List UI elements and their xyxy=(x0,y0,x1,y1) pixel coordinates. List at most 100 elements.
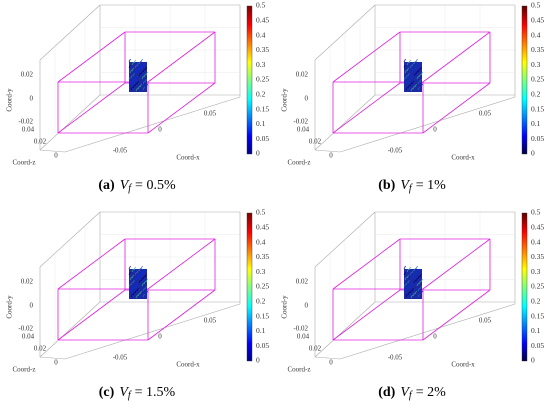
fiber xyxy=(417,86,420,91)
fiber xyxy=(139,83,142,88)
fiber xyxy=(143,73,146,78)
fiber xyxy=(130,74,133,79)
colorbar-tick-label: 0.25 xyxy=(256,75,269,84)
caption: (b) Vf = 1% xyxy=(378,178,446,194)
fiber xyxy=(143,268,146,273)
fiber xyxy=(132,84,135,89)
x-tick-label: 0.05 xyxy=(479,317,492,325)
colorbar-tick-label: 0.5 xyxy=(256,208,266,217)
z-tick-label: 0 xyxy=(329,152,333,160)
z-axis-label: Coord-z xyxy=(288,159,311,167)
caption: (d) Vf = 2% xyxy=(378,385,446,401)
colorbar-tick-label: 0.3 xyxy=(531,267,541,276)
fiber xyxy=(416,63,419,68)
fiber xyxy=(407,72,410,77)
z-tick-label: 0.02 xyxy=(34,138,47,146)
fiber xyxy=(141,270,144,275)
y-tick-label: 0.02 xyxy=(296,278,309,286)
edge xyxy=(422,31,491,83)
fiber xyxy=(130,86,133,91)
fiber xyxy=(139,290,142,295)
x-tick-label: 0 xyxy=(158,126,162,134)
panel: 0.02 0 -0.020.04 0.02 0 -0.05 0 0.05 Coord-y Coor… xyxy=(281,1,545,195)
y-axis-label: Coord-y xyxy=(6,88,14,112)
fiber xyxy=(138,60,141,65)
edge xyxy=(64,303,241,360)
colorbar-tick-label: 0.3 xyxy=(531,60,541,69)
y-tick-label: -0.02 xyxy=(18,325,33,333)
fiber xyxy=(142,68,145,73)
colorbar-tick-label: 0.3 xyxy=(256,267,266,276)
fiber xyxy=(408,284,411,289)
y-axis-label: Coord-y xyxy=(281,88,289,112)
colorbar-tick-label: 0.4 xyxy=(531,30,541,39)
colorbar-tick-label: 0.35 xyxy=(531,252,544,261)
panel: 0.02 0 -0.020.04 0.02 0 -0.05 0 0.05 Coord-y Coor… xyxy=(6,208,270,402)
edge xyxy=(147,238,216,290)
edge xyxy=(314,356,341,360)
fiber xyxy=(138,267,141,272)
fiber-cluster xyxy=(129,269,147,299)
fiber xyxy=(134,271,137,276)
colorbar-tick-label: 0.15 xyxy=(531,104,544,113)
fiber xyxy=(417,293,420,298)
colorbar-tick-label: 0.4 xyxy=(256,30,266,39)
fiber xyxy=(139,272,142,277)
fiber xyxy=(420,278,423,283)
z-tick-label: 0.02 xyxy=(309,345,322,353)
colorbar xyxy=(521,5,528,155)
edge xyxy=(147,289,216,341)
fiber xyxy=(403,58,406,63)
fiber xyxy=(411,80,414,85)
edge xyxy=(422,289,491,341)
fiber xyxy=(129,288,132,293)
fiber xyxy=(419,66,422,71)
fiber xyxy=(420,71,423,76)
fiber xyxy=(405,86,408,91)
edge xyxy=(57,82,126,134)
colorbar-tick-label: 0.2 xyxy=(256,90,266,99)
edge xyxy=(57,31,126,83)
edge xyxy=(39,149,66,153)
fiber xyxy=(128,76,131,81)
z-tick-label: 0 xyxy=(54,359,58,367)
y-tick-label: 0 xyxy=(305,95,309,103)
colorbar-tick-label: 0.5 xyxy=(531,1,541,10)
colorbar xyxy=(521,212,528,362)
fiber xyxy=(410,75,413,80)
y-axis-label: Coord-y xyxy=(6,295,14,319)
edge xyxy=(339,96,516,153)
fiber xyxy=(409,271,412,276)
edge xyxy=(57,238,126,290)
fiber xyxy=(405,293,408,298)
colorbar-tick-label: 0.05 xyxy=(531,341,544,350)
fiber xyxy=(134,64,137,69)
fiber xyxy=(141,282,144,287)
colorbar-tick-label: 0.05 xyxy=(256,134,269,143)
colorbar-tick-label: 0.15 xyxy=(256,311,269,320)
fiber xyxy=(420,290,423,295)
caption-subscript: f xyxy=(128,390,132,401)
fiber xyxy=(404,69,407,74)
edge xyxy=(314,149,341,153)
y-tick-label: -0.02 xyxy=(293,118,308,126)
edge xyxy=(57,289,126,341)
colorbar-tick-label: 0.35 xyxy=(256,252,269,261)
y-tick-label: 0.02 xyxy=(21,278,34,286)
fiber xyxy=(413,72,416,77)
fiber xyxy=(128,283,131,288)
fiber xyxy=(145,83,148,88)
fiber xyxy=(142,287,145,292)
colorbar-tick-label: 0.5 xyxy=(531,208,541,217)
fiber xyxy=(135,282,138,287)
fiber xyxy=(415,277,418,282)
fiber xyxy=(133,59,136,64)
fiber xyxy=(144,66,147,71)
caption-expression: = 1.5% xyxy=(135,385,176,400)
colorbar-tick-label: 0.5 xyxy=(256,1,266,10)
fiber xyxy=(408,266,411,271)
x-tick-label: 0 xyxy=(158,333,162,341)
fiber xyxy=(406,79,409,84)
fiber xyxy=(413,60,416,65)
caption-expression: = 0.5% xyxy=(135,178,176,193)
